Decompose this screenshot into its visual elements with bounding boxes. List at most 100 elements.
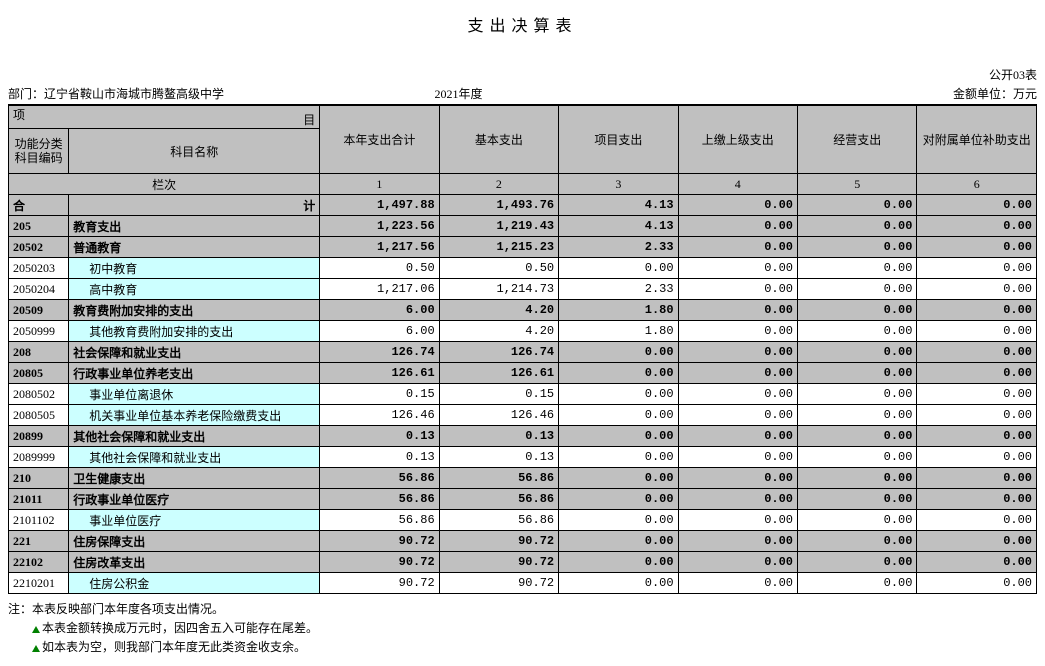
row-value: 2.33 — [559, 279, 678, 300]
row-value: 0.00 — [559, 342, 678, 363]
row-code: 20502 — [9, 237, 69, 258]
row-code: 2050203 — [9, 258, 69, 279]
header-name: 科目名称 — [69, 129, 320, 174]
row-value: 4.13 — [559, 216, 678, 237]
header-n1: 1 — [320, 174, 439, 195]
row-value: 0.00 — [917, 531, 1037, 552]
row-value: 0.13 — [439, 426, 558, 447]
row-code: 2089999 — [9, 447, 69, 468]
row-value: 90.72 — [320, 573, 439, 594]
row-code: 2080505 — [9, 405, 69, 426]
row-code: 20899 — [9, 426, 69, 447]
row-value: 0.00 — [678, 426, 797, 447]
row-value: 0.00 — [917, 279, 1037, 300]
header-c3: 项目支出 — [559, 106, 678, 174]
row-name: 其他教育费附加安排的支出 — [69, 321, 320, 342]
row-value: 126.74 — [320, 342, 439, 363]
row-value: 0.00 — [678, 363, 797, 384]
row-value: 0.00 — [917, 573, 1037, 594]
row-value: 0.00 — [917, 405, 1037, 426]
row-code: 20509 — [9, 300, 69, 321]
row-value: 0.00 — [917, 342, 1037, 363]
table-row: 2080505机关事业单位基本养老保险缴费支出126.46126.460.000… — [9, 405, 1037, 426]
row-value: 90.72 — [320, 552, 439, 573]
row-value: 0.00 — [678, 489, 797, 510]
row-value: 0.00 — [559, 258, 678, 279]
row-value: 0.00 — [917, 300, 1037, 321]
row-value: 0.00 — [559, 426, 678, 447]
header-xm-bot: 目 — [303, 111, 315, 128]
row-value: 1.80 — [559, 321, 678, 342]
row-value: 0.00 — [798, 363, 917, 384]
row-value: 2.33 — [559, 237, 678, 258]
table-row: 208社会保障和就业支出126.74126.740.000.000.000.00 — [9, 342, 1037, 363]
row-name: 其他社会保障和就业支出 — [69, 426, 320, 447]
triangle-icon — [32, 645, 40, 652]
row-value: 0.00 — [678, 342, 797, 363]
table-row: 2050999其他教育费附加安排的支出6.004.201.800.000.000… — [9, 321, 1037, 342]
row-value: 0.00 — [559, 468, 678, 489]
row-value: 1,217.56 — [320, 237, 439, 258]
table-row: 20805行政事业单位养老支出126.61126.610.000.000.000… — [9, 363, 1037, 384]
row-value: 0.00 — [917, 426, 1037, 447]
header-n4: 4 — [678, 174, 797, 195]
row-value: 56.86 — [320, 510, 439, 531]
triangle-icon — [32, 626, 40, 633]
row-name: 住房公积金 — [69, 573, 320, 594]
row-value: 0.00 — [678, 384, 797, 405]
table-row: 205教育支出1,223.561,219.434.130.000.000.00 — [9, 216, 1037, 237]
table-row: 2050204高中教育1,217.061,214.732.330.000.000… — [9, 279, 1037, 300]
row-value: 0.00 — [798, 531, 917, 552]
row-value: 0.00 — [678, 468, 797, 489]
row-value: 1,217.06 — [320, 279, 439, 300]
row-value: 0.00 — [678, 510, 797, 531]
header-xm: 项 目 — [9, 106, 320, 129]
row-name: 事业单位医疗 — [69, 510, 320, 531]
row-value: 0.00 — [917, 216, 1037, 237]
table-row: 210卫生健康支出56.8656.860.000.000.000.00 — [9, 468, 1037, 489]
row-value: 90.72 — [439, 531, 558, 552]
table-row: 20502普通教育1,217.561,215.232.330.000.000.0… — [9, 237, 1037, 258]
row-name: 卫生健康支出 — [69, 468, 320, 489]
row-value: 0.00 — [559, 384, 678, 405]
row-code: 210 — [9, 468, 69, 489]
row-value: 0.00 — [678, 279, 797, 300]
row-name: 机关事业单位基本养老保险缴费支出 — [69, 405, 320, 426]
row-code: 2080502 — [9, 384, 69, 405]
row-value: 0.00 — [678, 300, 797, 321]
row-name: 事业单位离退休 — [69, 384, 320, 405]
row-value: 126.61 — [320, 363, 439, 384]
row-value: 0.00 — [559, 573, 678, 594]
row-value: 0.00 — [559, 363, 678, 384]
unit: 金额单位：万元 — [953, 85, 1037, 102]
row-value: 0.00 — [798, 510, 917, 531]
note-3: 如本表为空，则我部门本年度无此类资金收支余。 — [8, 638, 1037, 657]
row-value: 0.00 — [917, 510, 1037, 531]
row-name: 行政事业单位医疗 — [69, 489, 320, 510]
header-n3: 3 — [559, 174, 678, 195]
total-v4: 0.00 — [678, 195, 797, 216]
row-value: 0.00 — [798, 384, 917, 405]
row-value: 0.00 — [678, 216, 797, 237]
row-value: 0.00 — [678, 405, 797, 426]
header-xm-top: 项 — [13, 106, 25, 123]
row-name: 教育费附加安排的支出 — [69, 300, 320, 321]
row-code: 21011 — [9, 489, 69, 510]
row-value: 0.00 — [917, 384, 1037, 405]
row-value: 0.00 — [559, 510, 678, 531]
row-value: 56.86 — [439, 489, 558, 510]
row-code: 20805 — [9, 363, 69, 384]
dept: 部门：辽宁省鞍山市海城市腾鳌高级中学 — [8, 85, 224, 102]
row-value: 0.50 — [439, 258, 558, 279]
row-value: 90.72 — [320, 531, 439, 552]
row-value: 0.00 — [798, 573, 917, 594]
table-row: 2089999其他社会保障和就业支出0.130.130.000.000.000.… — [9, 447, 1037, 468]
table-row: 221住房保障支出90.7290.720.000.000.000.00 — [9, 531, 1037, 552]
row-value: 0.00 — [917, 489, 1037, 510]
row-value: 0.00 — [559, 405, 678, 426]
row-value: 126.46 — [320, 405, 439, 426]
row-name: 行政事业单位养老支出 — [69, 363, 320, 384]
header-c5: 经营支出 — [798, 106, 917, 174]
header-code: 功能分类科目编码 — [9, 129, 69, 174]
row-value: 1.80 — [559, 300, 678, 321]
